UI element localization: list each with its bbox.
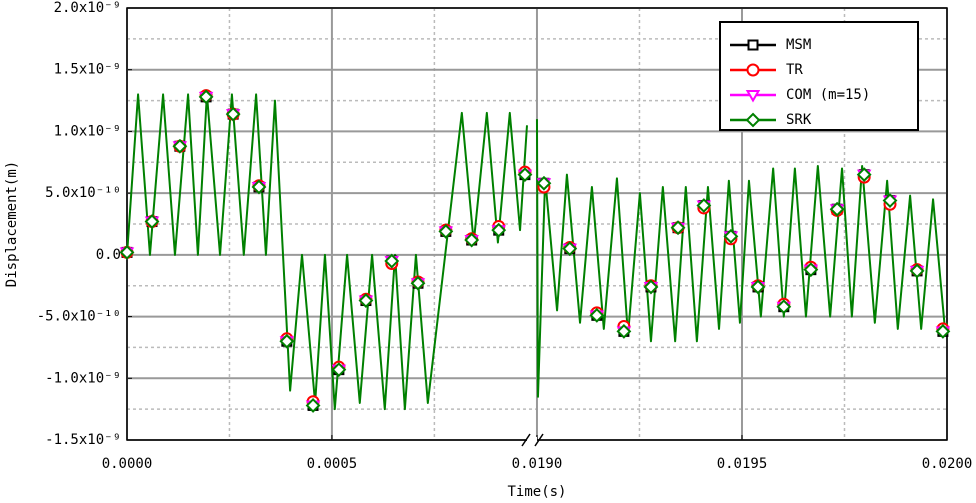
marker: [491, 222, 507, 238]
y-tick-label: -5.0x10⁻¹⁰: [37, 309, 121, 325]
marker: [776, 299, 792, 315]
marker: [198, 89, 214, 105]
legend: MSM TR COM (m=15) SRK: [719, 21, 919, 131]
marker: [882, 193, 898, 208]
marker: [438, 223, 454, 239]
legend-box: [719, 21, 919, 131]
axis-break-gap: [527, 437, 537, 443]
marker: [172, 138, 188, 154]
marker: [750, 279, 766, 295]
marker: [119, 244, 135, 260]
x-tick-label: 0.0000: [102, 456, 153, 472]
marker: [562, 241, 578, 257]
marker: [358, 293, 374, 308]
marker: [745, 112, 761, 128]
axis-break: [534, 433, 544, 447]
marker: [829, 201, 845, 217]
marker: [410, 275, 426, 291]
x-tick-label: 0.0005: [307, 456, 358, 472]
x-tick-label: 0.0190: [512, 456, 563, 472]
marker: [909, 263, 925, 279]
axis-break: [521, 433, 531, 447]
y-tick-label: -1.0x10⁻⁹: [45, 370, 121, 386]
marker: [696, 198, 712, 213]
marker: [251, 179, 267, 195]
x-tick-label: 0.0195: [717, 456, 768, 472]
marker: [747, 39, 759, 51]
marker: [589, 307, 605, 323]
legend-label: MSM: [786, 37, 811, 53]
marker: [746, 63, 760, 77]
x-tick-label: 0.0200: [922, 456, 973, 472]
marker: [144, 214, 160, 229]
y-axis-label: Displacement(m): [4, 161, 20, 287]
legend-label: SRK: [786, 112, 812, 128]
marker: [616, 323, 632, 339]
marker: [225, 106, 241, 122]
legend-label: TR: [786, 62, 803, 78]
y-tick-label: -1.5x10⁻⁹: [45, 432, 121, 448]
marker: [803, 262, 819, 278]
series-line: [126, 93, 948, 411]
y-tick-label: 1.5x10⁻⁹: [54, 62, 121, 78]
legend-label: COM (m=15): [786, 87, 870, 103]
marker: [305, 398, 321, 413]
marker: [935, 323, 951, 339]
marker: [643, 279, 659, 295]
y-tick-label: 1.0x10⁻⁹: [54, 123, 121, 139]
marker: [536, 175, 552, 191]
marker: [279, 333, 295, 349]
marker: [670, 220, 686, 236]
marker: [384, 253, 400, 269]
y-tick-label: 5.0x10⁻¹⁰: [45, 185, 121, 201]
y-tick-label: 0.0: [96, 247, 121, 263]
x-axis-label: Time(s): [507, 484, 566, 500]
marker: [856, 167, 872, 183]
marker: [745, 90, 761, 103]
y-tick-label: 2.0x10⁻⁹: [54, 0, 121, 16]
marker: [464, 232, 480, 248]
marker: [517, 167, 533, 183]
marker: [723, 228, 739, 244]
marker: [331, 362, 347, 378]
